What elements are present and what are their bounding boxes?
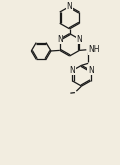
Text: N: N — [88, 66, 93, 75]
Text: N: N — [57, 35, 63, 44]
Text: N: N — [77, 35, 82, 44]
Text: N: N — [67, 2, 72, 11]
Text: NH: NH — [88, 45, 100, 54]
Text: N: N — [69, 66, 75, 75]
